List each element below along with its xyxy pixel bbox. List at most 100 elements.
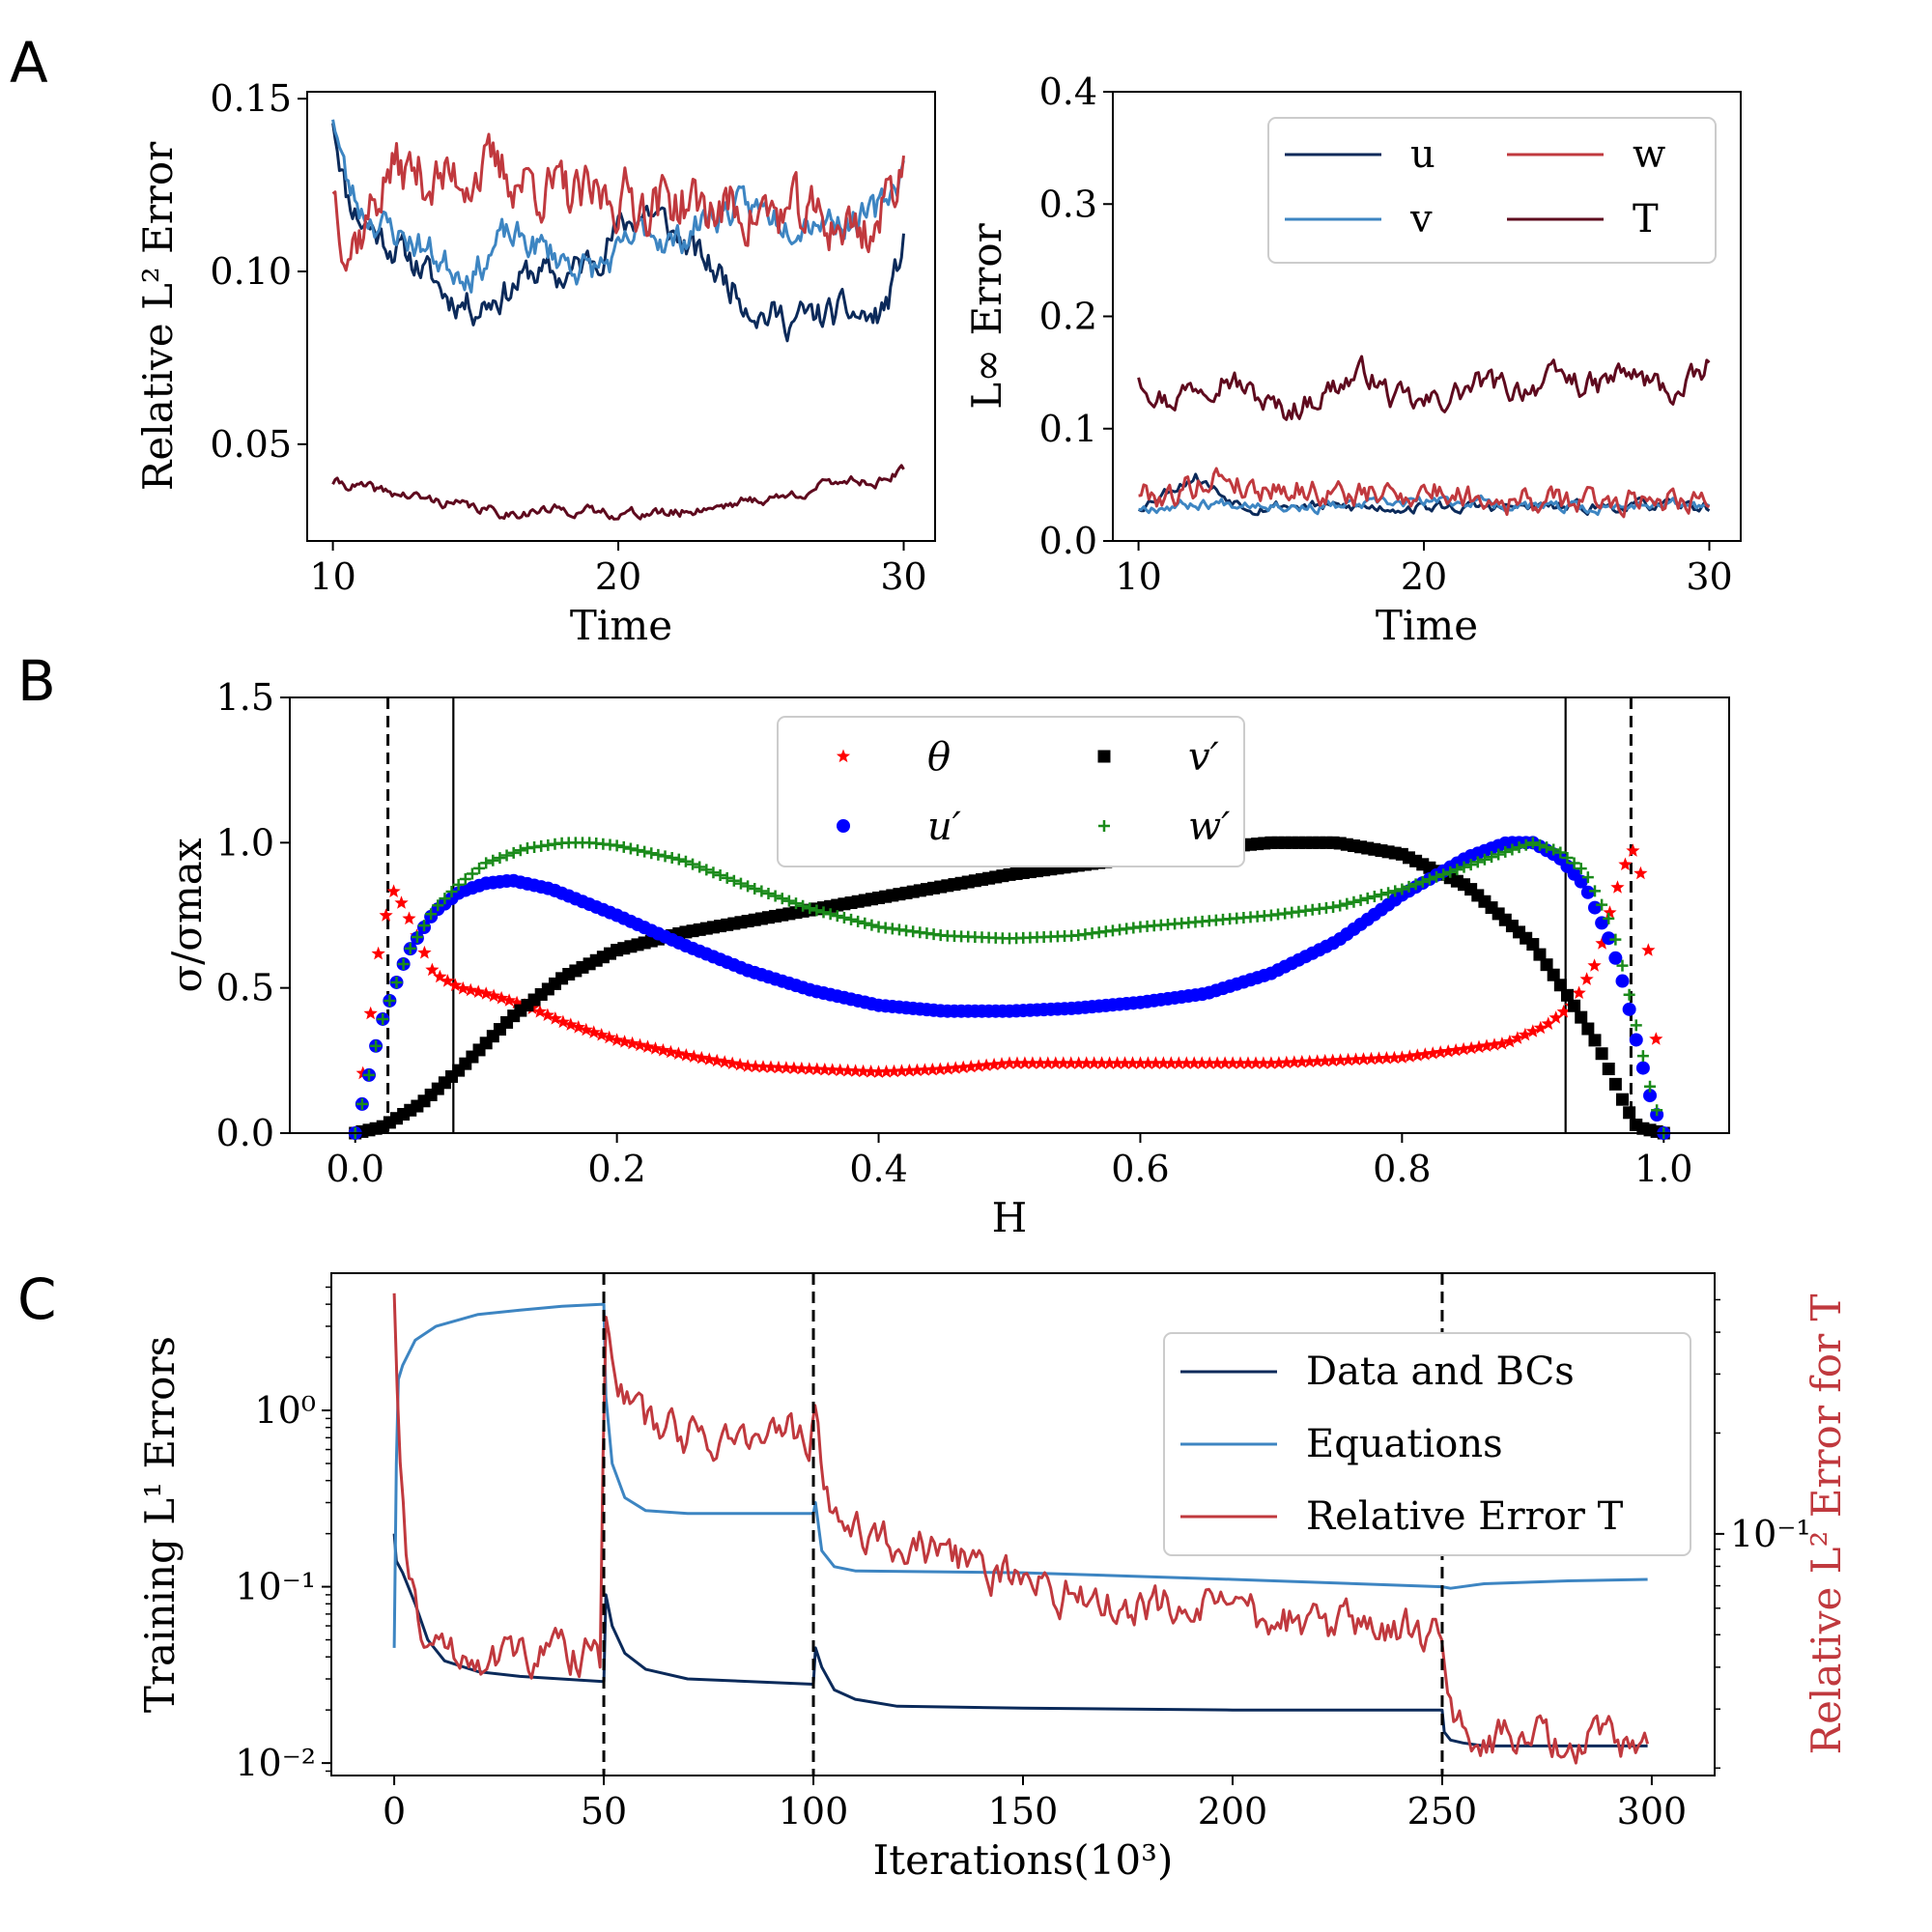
marker-theta [956,1060,971,1074]
y-tick-label: 0.1 [1039,408,1097,450]
marker-theta [1094,1056,1109,1069]
x-axis-label: Time [1376,602,1478,649]
marker-theta [479,986,494,1000]
marker-theta [718,1055,732,1068]
marker-theta [1318,1053,1332,1067]
marker-w-prime [1630,1019,1642,1032]
x-tick-label: 50 [581,1790,627,1833]
marker-w-prime [452,878,465,891]
legend: Data and BCs Equations Relative Error T [1163,1332,1691,1556]
marker-u-prime [1580,885,1595,899]
marker-theta [964,1059,979,1073]
marker-w-prime [866,919,878,931]
marker-w-prime [1478,853,1491,866]
marker-theta [1071,1056,1086,1069]
marker-w-prime [666,852,678,864]
marker-theta [840,1063,855,1077]
marker-theta [394,895,409,909]
marker-u-prime [1608,951,1623,965]
marker-theta [1102,1056,1117,1069]
marker-v-prime [1602,1063,1615,1076]
marker-theta [464,982,478,997]
marker-w-prime [797,899,810,912]
panel-label-c: C [17,1266,57,1332]
marker-theta [1533,1020,1548,1035]
marker-theta [980,1058,994,1071]
marker-theta [1595,936,1609,950]
marker-theta [1287,1055,1301,1068]
marker-theta [602,1030,616,1044]
marker-theta [1518,1027,1532,1041]
legend-label-theta: θ [927,735,951,780]
marker-w-prime [645,847,658,860]
marker-w-prime [390,976,403,988]
series-line-w [331,132,905,272]
marker-theta [1017,1056,1033,1069]
marker-theta [1395,1050,1409,1064]
marker-w-prime [1354,894,1367,906]
marker-w-prime [672,853,685,866]
marker-w-prime [639,845,651,858]
marker-w-prime [494,852,506,865]
marker-theta [1603,905,1617,919]
marker-w-prime [838,912,850,924]
marker-theta [779,1061,794,1074]
marker-w-prime [1651,1104,1663,1117]
marker-theta [1618,857,1633,870]
marker-theta [1556,1005,1571,1018]
y-axis-label: Training L¹ Errors [136,1336,184,1713]
marker-theta [925,1062,940,1076]
marker-theta [656,1042,670,1057]
y-tick-label: 0.0 [1039,520,1097,562]
legend-marker-u-prime [837,819,850,833]
x-tick-label: 200 [1198,1790,1268,1833]
marker-w-prime [1403,880,1415,893]
marker-w-prime [1416,875,1429,888]
marker-theta [1172,1056,1186,1069]
marker-v-prime [1581,1022,1595,1036]
marker-w-prime [1596,898,1608,911]
marker-w-prime [1458,861,1470,873]
marker-w-prime [466,867,478,880]
y-axis-label-right: Relative L² Error for T [1803,1293,1850,1754]
marker-v-prime [1540,958,1553,972]
marker-theta [902,1063,917,1077]
marker-theta [1372,1051,1386,1065]
marker-theta [695,1050,709,1065]
marker-theta [1294,1054,1309,1068]
marker-w-prime [1423,873,1435,886]
marker-theta [1494,1037,1510,1050]
y-tick-label: 0.05 [210,423,292,466]
marker-theta [895,1064,909,1077]
marker-theta [417,945,432,959]
marker-theta [1264,1056,1278,1069]
marker-w-prime [480,857,493,869]
marker-theta [1641,943,1656,956]
marker-w-prime [1368,891,1380,903]
marker-theta [548,1011,562,1025]
marker-w-prime [1431,870,1443,883]
marker-w-prime [694,861,706,873]
marker-w-prime [1526,837,1539,849]
marker-theta [1434,1045,1448,1059]
marker-w-prime [817,906,830,919]
marker-w-prime [432,899,444,912]
marker-v-prime [1553,979,1567,992]
marker-w-prime [1389,885,1402,897]
marker-theta [1079,1056,1094,1069]
legend: uv wT [1267,117,1717,264]
x-tick-label: 0.2 [587,1148,645,1190]
marker-theta [802,1062,816,1075]
marker-w-prime [776,893,788,905]
marker-theta [1141,1056,1155,1069]
marker-theta [1325,1053,1340,1067]
marker-theta [733,1057,748,1071]
marker-w-prime [617,840,630,853]
marker-theta [1256,1056,1271,1069]
marker-theta [1110,1056,1124,1069]
marker-v-prime [1560,988,1574,1002]
marker-w-prime [1541,841,1553,854]
marker-theta [509,995,525,1009]
marker-w-prime [1437,868,1450,881]
plot-frame [289,696,1730,1134]
